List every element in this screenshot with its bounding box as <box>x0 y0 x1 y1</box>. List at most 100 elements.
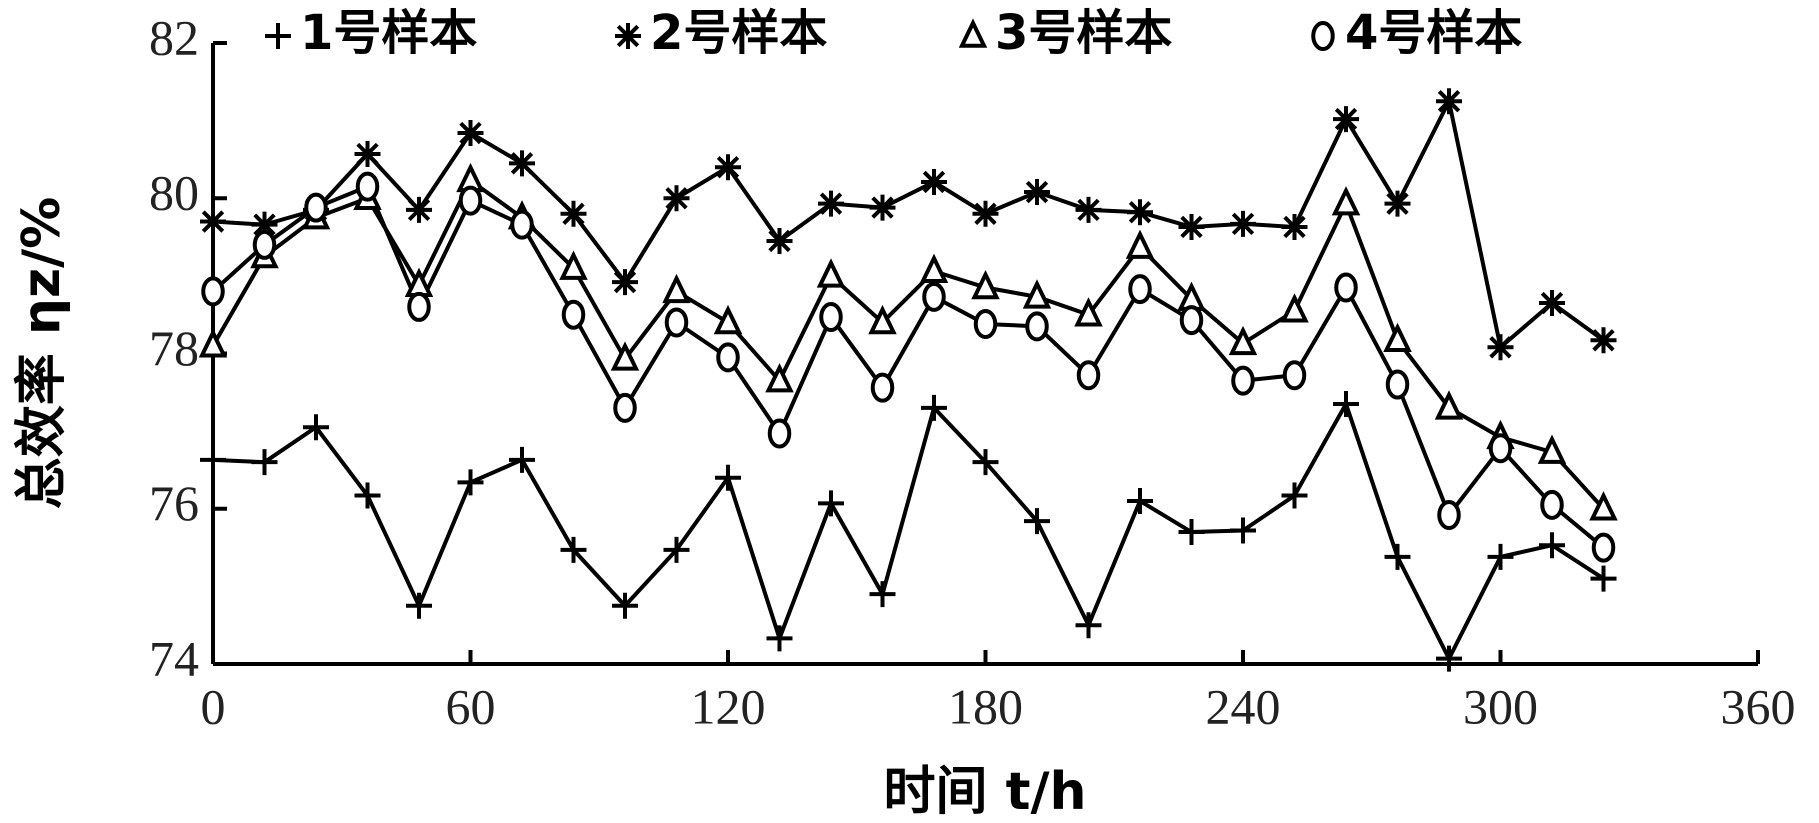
marker <box>1228 325 1258 356</box>
marker <box>765 363 794 393</box>
marker <box>1436 645 1462 672</box>
series-line <box>211 177 1605 511</box>
marker <box>1589 491 1618 521</box>
y-tick-label: 82 <box>149 9 199 65</box>
marker <box>816 258 846 288</box>
marker <box>713 304 743 335</box>
marker <box>1127 487 1153 514</box>
marker <box>1436 88 1462 115</box>
marker <box>1540 489 1564 520</box>
marker <box>972 200 999 227</box>
marker <box>612 269 638 296</box>
marker <box>354 482 381 509</box>
marker <box>868 304 897 335</box>
marker <box>818 190 844 217</box>
marker <box>1334 272 1358 303</box>
marker <box>1125 229 1155 259</box>
marker <box>869 581 896 608</box>
marker <box>1537 434 1567 464</box>
marker <box>921 394 947 421</box>
marker <box>1074 297 1103 327</box>
marker <box>921 168 947 195</box>
series-line <box>211 184 1605 550</box>
x-tick-label: 360 <box>1721 678 1796 734</box>
marker <box>1179 305 1204 336</box>
y-tick-label: 76 <box>149 475 199 531</box>
marker <box>200 208 226 235</box>
legend-label: 1号样本 <box>300 5 477 61</box>
marker <box>1434 390 1464 420</box>
marker <box>1539 532 1565 559</box>
marker <box>1178 213 1205 240</box>
x-axis-label: 时间 t/h <box>884 762 1087 822</box>
marker <box>457 469 484 496</box>
marker <box>304 192 328 223</box>
marker <box>1333 106 1359 133</box>
marker <box>971 269 1000 300</box>
marker <box>922 281 946 312</box>
marker <box>958 18 988 48</box>
marker <box>251 449 278 476</box>
marker <box>766 227 793 254</box>
marker <box>457 120 484 147</box>
marker <box>1488 433 1513 464</box>
marker <box>766 625 793 652</box>
x-tick-label: 120 <box>691 678 766 734</box>
legend-label: 3号样本 <box>995 5 1172 61</box>
marker <box>1539 290 1565 317</box>
marker <box>1437 499 1461 530</box>
marker <box>1075 196 1102 223</box>
marker <box>1025 311 1049 342</box>
marker <box>1383 322 1412 353</box>
marker <box>1231 365 1255 396</box>
marker <box>560 200 587 227</box>
marker <box>1230 210 1256 237</box>
marker <box>265 23 291 49</box>
marker <box>612 592 638 619</box>
marker <box>1281 213 1308 240</box>
series-line <box>212 95 1605 352</box>
marker <box>559 250 588 280</box>
marker <box>1178 519 1205 546</box>
marker <box>767 418 792 449</box>
marker <box>1385 369 1410 400</box>
marker <box>561 299 586 330</box>
marker <box>1230 517 1256 544</box>
marker <box>870 372 895 403</box>
marker <box>1311 21 1335 51</box>
x-tick-label: 300 <box>1463 678 1538 734</box>
x-tick-label: 180 <box>948 678 1023 734</box>
marker <box>613 392 637 423</box>
marker <box>407 291 431 322</box>
y-tick-label: 74 <box>149 630 199 686</box>
marker <box>510 209 534 240</box>
marker <box>973 309 998 340</box>
marker <box>1127 199 1153 226</box>
marker <box>1590 327 1617 354</box>
marker <box>1075 612 1102 639</box>
marker <box>919 253 949 283</box>
marker <box>1590 565 1617 592</box>
marker <box>972 449 999 476</box>
y-tick-label: 78 <box>149 320 199 376</box>
marker <box>252 229 277 260</box>
marker <box>1384 543 1411 570</box>
marker <box>355 171 380 202</box>
marker <box>1280 293 1309 323</box>
marker <box>663 185 690 212</box>
marker <box>1384 190 1411 217</box>
marker <box>819 302 843 333</box>
marker <box>1333 390 1359 417</box>
y-tick-label: 80 <box>149 165 199 221</box>
marker <box>818 490 844 517</box>
marker <box>716 342 740 373</box>
marker <box>1281 482 1308 509</box>
marker <box>560 536 587 563</box>
marker <box>662 273 691 304</box>
marker <box>303 414 329 441</box>
marker <box>458 185 483 216</box>
marker <box>251 211 278 238</box>
x-tick-label: 240 <box>1206 678 1281 734</box>
marker <box>509 150 535 177</box>
